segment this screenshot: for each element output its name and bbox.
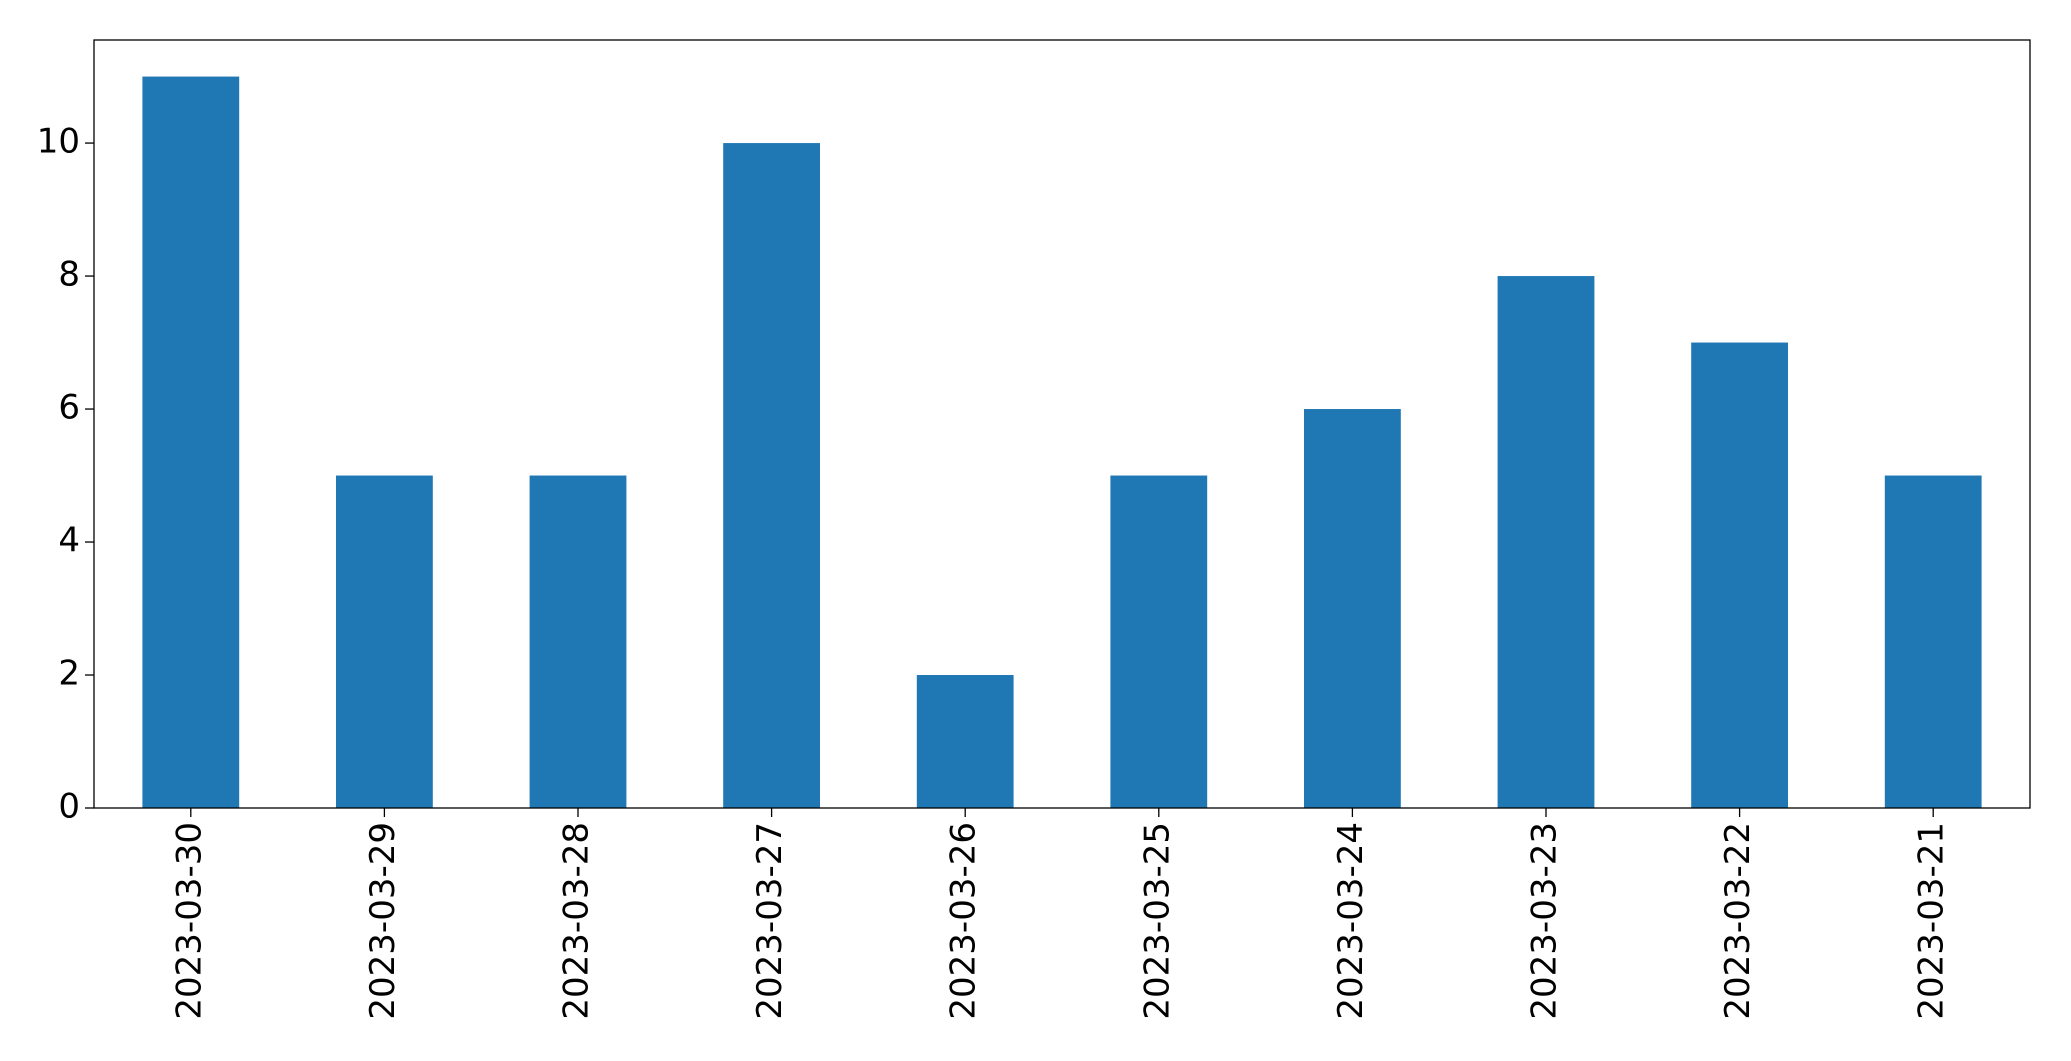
bar	[142, 76, 240, 809]
bar	[1497, 276, 1595, 808]
bar	[1884, 475, 1982, 808]
x-tick-label: 2023-03-28	[557, 822, 597, 1020]
bar	[723, 143, 820, 808]
x-tick-label: 2023-03-23	[1525, 822, 1565, 1020]
bar	[336, 475, 433, 808]
axes-frame	[93, 39, 2031, 809]
x-tick-label: 2023-03-21	[1912, 822, 1952, 1020]
x-tick-label: 2023-03-27	[750, 822, 790, 1020]
y-tick-label: 4	[58, 521, 80, 561]
y-tick-label: 10	[37, 122, 80, 162]
y-tick-label: 2	[58, 654, 80, 694]
y-tick-label: 6	[58, 388, 80, 428]
y-tick-label: 0	[58, 787, 80, 827]
bar	[1110, 475, 1208, 808]
y-tick-label: 8	[58, 255, 80, 295]
bar	[1691, 342, 1788, 808]
x-tick-label: 2023-03-29	[363, 822, 403, 1020]
x-tick-label: 2023-03-30	[169, 822, 209, 1020]
bar	[916, 675, 1014, 808]
bar	[1304, 409, 1401, 808]
x-tick-label: 2023-03-22	[1718, 822, 1758, 1020]
x-tick-label: 2023-03-24	[1331, 822, 1371, 1020]
bar	[529, 475, 627, 808]
x-tick-label: 2023-03-26	[944, 822, 984, 1020]
x-tick-label: 2023-03-25	[1137, 822, 1177, 1020]
